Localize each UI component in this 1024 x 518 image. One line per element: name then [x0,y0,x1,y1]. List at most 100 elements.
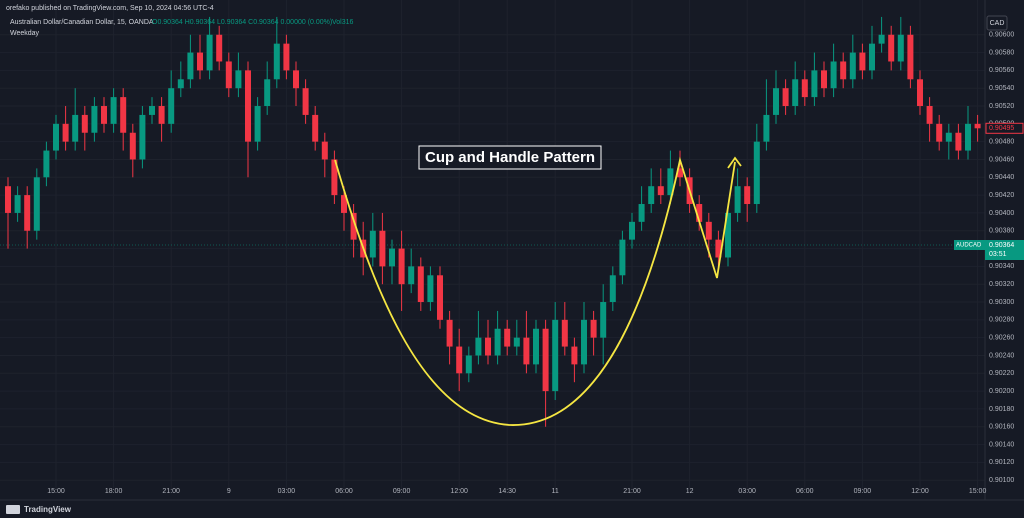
candle-body [629,221,635,240]
candle-body [753,141,760,205]
candle-body [782,88,789,107]
x-tick-label: 12:00 [911,488,929,495]
candle-body [120,97,127,133]
y-tick-label: 0.90580 [989,49,1014,56]
candle-body [542,328,549,392]
candle-body [110,97,117,124]
x-tick-label: 12:00 [450,488,468,495]
y-tick-label: 0.90400 [989,210,1014,217]
candle-body [513,337,520,347]
candle-body [763,114,770,142]
candle-body [408,266,415,285]
candle-body [571,346,578,365]
candle-body [33,177,40,231]
logo [6,505,20,514]
annotation: Cup and Handle Pattern [425,149,595,166]
candle-body [590,319,597,338]
currency[interactable]: CAD [990,20,1005,27]
x-tick-label: 06:00 [796,488,814,495]
y-tick-label: 0.90420 [989,192,1014,199]
candle-body [878,34,885,44]
x-tick-label: 03:00 [278,488,296,495]
x-tick-label: 03:00 [738,488,756,495]
candle-body [283,43,290,71]
candle-body [53,123,59,151]
candle-body [494,328,501,356]
candle-body [5,186,11,213]
candle-body [264,79,271,107]
candle-body [609,275,616,303]
candle-body [619,239,626,276]
candle-body [398,248,405,285]
candle-body [773,88,779,115]
x-tick-label: 09:00 [393,488,411,495]
currency-box[interactable] [986,15,1008,31]
candle-body [158,106,165,124]
y-tick-label: 0.90520 [989,103,1014,110]
x-tick-label: 9 [227,488,231,495]
candle-body [187,52,194,80]
publisher: orefako published on TradingView.com, Se… [6,5,214,12]
candle-body [955,132,962,151]
axis-labels: 0.906000.905800.905600.905400.905200.905… [47,32,1024,495]
y-tick-label: 0.90340 [989,263,1014,270]
candle-body [830,61,837,89]
candle-body [302,88,309,115]
candle-body [657,186,664,196]
brand: TradingView [24,505,72,514]
candle-body [475,337,482,356]
symbol: Australian Dollar/Canadian Dollar, 15, O… [10,19,154,26]
candle-body [81,114,88,133]
candle-body [149,106,155,115]
candles [5,16,981,427]
candle-body [725,212,731,258]
candle-body [437,275,443,320]
y-tick-label: 0.90560 [989,67,1014,74]
pattern-drawing [334,156,736,426]
candle-body [14,195,21,213]
x-tick-label: 09:00 [854,488,872,495]
candle-body [101,106,107,124]
candle-body [331,159,338,196]
candle-body [561,319,568,347]
y-tick-label: 0.90600 [989,32,1014,39]
candle-body [206,34,213,71]
x-tick-label: 21:00 [623,488,641,495]
candle-body [552,319,559,392]
candle-body [696,204,703,222]
candle-body [312,114,319,142]
candle-body [907,34,914,80]
annotation-box [418,145,602,170]
candle-body [216,34,223,62]
y-tick-label: 0.90320 [989,281,1014,288]
y-tick-label: 0.90140 [989,441,1014,448]
y-tick-label: 0.90460 [989,156,1014,163]
candle-body [197,52,203,71]
candle-body [581,319,587,365]
x-tick-label: 18:00 [105,488,123,495]
x-tick-label: 15:00 [969,488,987,495]
candle-body [600,302,607,338]
candle-body [715,239,722,258]
candle-body [465,355,472,374]
candle-body [648,186,655,205]
candle-body [705,221,712,240]
candle-body [840,61,847,80]
candle-body [369,230,376,258]
y-tick-label: 0.90280 [989,317,1014,324]
y-tick-label: 0.90120 [989,459,1014,466]
last-price-tag [954,240,985,250]
candle-body [168,88,175,124]
candle-body [273,43,280,80]
candle-body [859,52,866,71]
candle-body [888,34,895,62]
candle-body [321,141,328,160]
x-tick-label: 11 [552,488,559,495]
candle-body [965,123,971,151]
candle-body [139,114,146,160]
candle-body [811,70,818,98]
candle-body [974,123,981,129]
last-price-label: 0.90364 [989,242,1014,249]
